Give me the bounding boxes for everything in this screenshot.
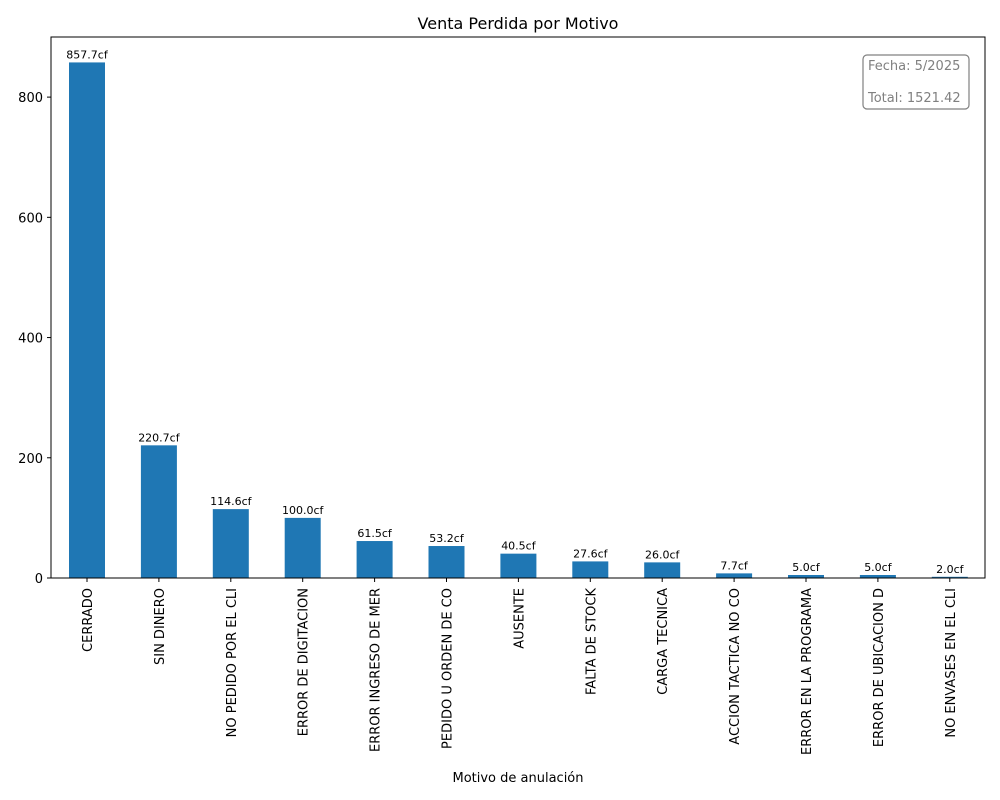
x-tick-label: AUSENTE: [512, 588, 527, 649]
plot-frame: [50, 36, 986, 579]
x-tick-label: ACCION TACTICA NO CO: [728, 588, 743, 745]
bar-value-label: 53.2cf: [429, 532, 465, 545]
bar-value-label: 27.6cf: [573, 547, 609, 560]
info-box-frame: [862, 54, 970, 110]
y-tick-label: 800: [18, 91, 43, 106]
y-tick-label: 200: [18, 452, 43, 467]
y-tick-label: 0: [35, 572, 43, 587]
bar: [644, 562, 681, 578]
x-tick-label: ERROR INGRESO DE MER: [369, 588, 384, 752]
y-tick-label: 400: [18, 332, 43, 347]
bar-value-label: 5.0cf: [792, 561, 821, 574]
bar: [428, 546, 465, 578]
bar-value-label: 5.0cf: [864, 561, 893, 574]
x-tick-label: CERRADO: [81, 588, 96, 652]
bar-value-label: 100.0cf: [282, 504, 325, 517]
bar: [500, 553, 537, 578]
bar-value-label: 114.6cf: [210, 495, 253, 508]
bar: [284, 517, 321, 578]
y-axis: 0 200 400 600 800: [18, 91, 51, 587]
x-tick-label: NO PEDIDO POR EL CLI: [225, 588, 240, 737]
x-tick-label: NO ENVASES EN EL CLI: [944, 588, 959, 738]
bar: [356, 541, 393, 578]
x-tick-label: ERROR EN LA PROGRAMA: [800, 588, 815, 755]
bar: [931, 576, 968, 578]
x-axis-label: Motivo de anulación: [452, 771, 583, 786]
bar-value-label: 220.7cf: [138, 431, 181, 444]
bar-value-label: 857.7cf: [66, 48, 109, 61]
bar-value-label: 7.7cf: [720, 559, 749, 572]
x-tick-label: ERROR DE DIGITACION: [297, 588, 312, 736]
x-tick-label: ERROR DE UBICACION D: [872, 588, 887, 747]
bar: [716, 573, 753, 578]
bar-value-label: 26.0cf: [645, 548, 681, 561]
bar-value-label: 2.0cf: [936, 563, 965, 576]
info-box-total: Total: 1521.42: [867, 91, 961, 106]
x-tick-label: FALTA DE STOCK: [584, 588, 599, 695]
bar-value-label: 40.5cf: [501, 540, 537, 553]
y-tick-label: 600: [18, 211, 43, 226]
x-tick-label: PEDIDO U ORDEN DE CO: [441, 588, 456, 749]
bar-value-label: 61.5cf: [357, 527, 393, 540]
bar: [572, 561, 609, 578]
info-box-date: Fecha: 5/2025: [868, 59, 960, 74]
bar: [859, 574, 896, 578]
x-tick-label: CARGA TECNICA: [656, 588, 671, 695]
bar: [140, 445, 177, 578]
bars-group: [69, 62, 968, 578]
x-tick-label: SIN DINERO: [153, 588, 168, 665]
bar: [69, 62, 105, 578]
bar: [788, 574, 824, 578]
bar: [212, 509, 249, 578]
bar-labels-group: 857.7cf 220.7cf 114.6cf 100.0cf 61.5cf 53.2cf…: [66, 48, 964, 575]
chart-title: Venta Perdida por Motivo: [418, 14, 619, 33]
info-box: Fecha: 5/2025 Total: 1521.42: [862, 54, 970, 110]
x-axis: CERRADO SIN DINERO NO PEDIDO POR EL CLI ERR…: [81, 578, 959, 755]
